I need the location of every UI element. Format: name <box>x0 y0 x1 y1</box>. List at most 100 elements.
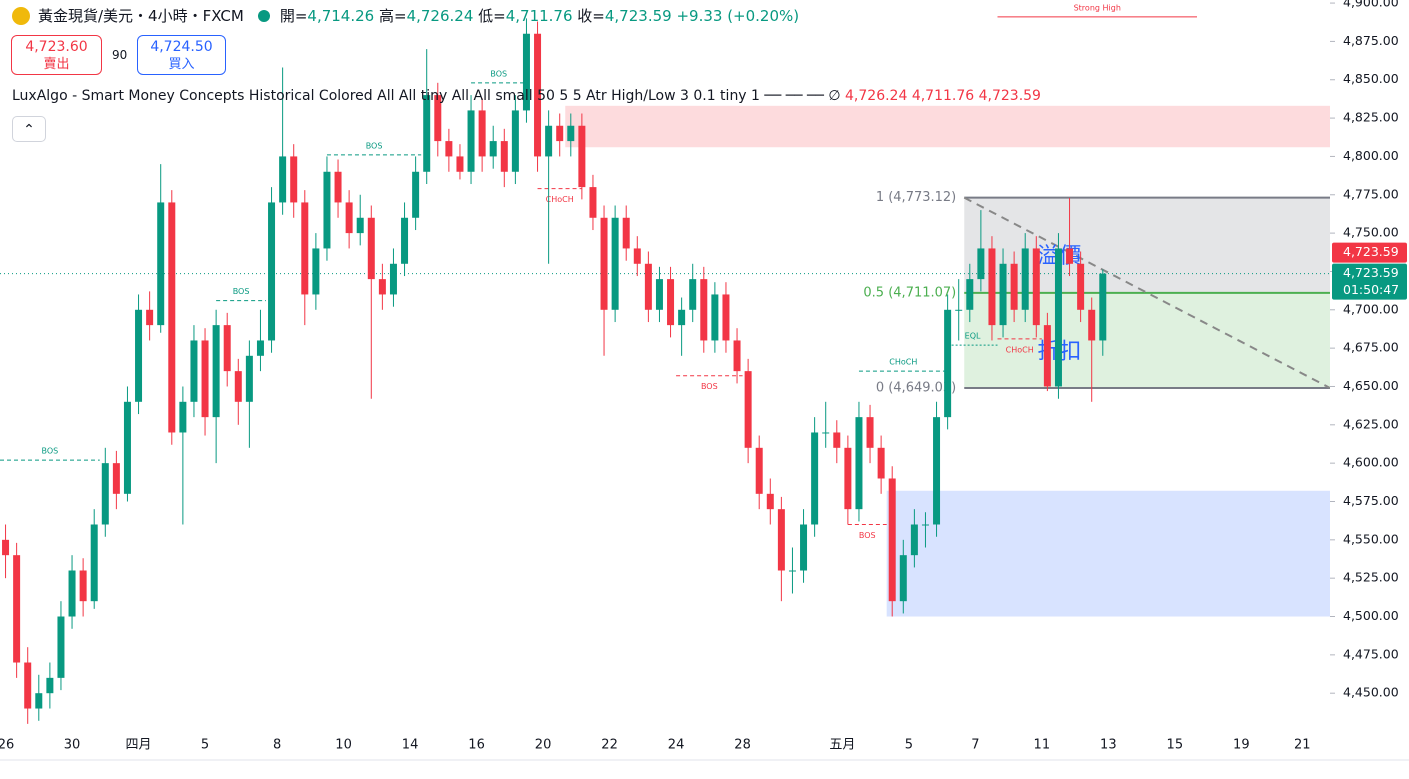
sell-label: 賣出 <box>43 57 70 72</box>
candle-body <box>401 217 409 264</box>
symbol-icon <box>12 6 30 25</box>
candle-body <box>777 509 785 571</box>
candle-body <box>866 417 874 448</box>
candle-body <box>1099 273 1107 341</box>
candle-body <box>212 325 220 418</box>
candle-body <box>234 371 242 402</box>
candle-body <box>988 248 996 326</box>
market-status <box>257 9 270 22</box>
candle-body <box>622 217 630 249</box>
zone <box>886 490 1330 617</box>
y-tick-label: 4,850.00 <box>1343 71 1399 86</box>
structure-label: BOS <box>42 447 59 456</box>
candle-body <box>655 279 663 310</box>
y-tick-label: 4,900.00 <box>1343 0 1399 10</box>
structure-label: EQL <box>965 332 981 341</box>
symbol[interactable]: 黃金現貨/美元・4小時・FXCM <box>38 7 244 25</box>
candle-body <box>700 279 708 341</box>
candle-body <box>999 263 1007 326</box>
x-tick-label: 五月 <box>829 738 855 753</box>
trend-line <box>963 196 1331 389</box>
x-tick-label: 16 <box>468 738 485 753</box>
fib-label: 1 (4,773.12) <box>876 190 956 205</box>
price-tag-label: 4,723.59 <box>1343 244 1399 259</box>
x-tick-label: 24 <box>668 738 685 753</box>
candle-body <box>101 463 109 525</box>
x-tick-label: 28 <box>734 738 751 753</box>
candle-body <box>910 524 918 556</box>
candle-body <box>223 325 231 372</box>
candle-body <box>500 141 508 172</box>
candle-body <box>312 248 320 295</box>
candle-body <box>933 417 941 525</box>
y-tick-label: 4,825.00 <box>1343 110 1399 125</box>
candle-body <box>766 493 774 510</box>
candle-body <box>1077 263 1085 310</box>
candle-body <box>556 125 564 142</box>
candle-body <box>412 171 420 218</box>
collapse-button[interactable]: ⌃ <box>12 116 46 142</box>
y-tick-label: 4,525.00 <box>1343 570 1399 585</box>
y-tick-label: 4,550.00 <box>1343 531 1399 546</box>
buy-label: 買入 <box>168 57 195 72</box>
x-tick-label: 26 <box>0 738 14 753</box>
candle-body <box>279 156 287 203</box>
candle-body <box>1021 248 1029 310</box>
y-tick-label: 4,800.00 <box>1343 148 1399 163</box>
y-tick-label: 4,475.00 <box>1343 646 1399 661</box>
y-tick-label: 4,675.00 <box>1343 340 1399 355</box>
header: 黃金現貨/美元・4小時・FXCM 開= 4,714.26 高= 4,726.24 低… <box>12 5 799 26</box>
x-tick-label: 5 <box>201 738 209 753</box>
candle-body <box>800 524 808 571</box>
x-tick-label: 13 <box>1100 738 1117 753</box>
structure-label: CHoCH <box>889 358 917 367</box>
buy-price: 4,724.50 <box>150 39 213 55</box>
low-label: 低= <box>478 7 506 25</box>
candle-body <box>744 371 752 448</box>
high: 4,726.24 <box>406 6 474 25</box>
discount-zone <box>964 292 1330 388</box>
indicator-text[interactable]: LuxAlgo - Smart Money Concepts Historica… <box>12 88 760 104</box>
candle-body <box>545 125 553 157</box>
candle-body <box>1043 325 1051 387</box>
candle-body <box>201 340 209 418</box>
candle-body <box>888 478 896 602</box>
y-tick-label: 4,775.00 <box>1343 186 1399 201</box>
fib-label: 0 (4,649.03) <box>876 380 956 395</box>
x-tick-label: 15 <box>1167 738 1184 753</box>
candle-body <box>633 248 641 264</box>
candle-body <box>445 141 453 157</box>
indicator-value: 4,711.76 <box>911 88 975 104</box>
candle-body <box>2 539 10 556</box>
indicator-value: 4,726.24 <box>845 88 908 104</box>
candle-body <box>1088 309 1096 341</box>
candle-body <box>367 217 375 280</box>
candle-body <box>733 340 741 372</box>
x-tick-label: 21 <box>1294 738 1311 753</box>
structure-label: BOS <box>366 141 383 150</box>
candle-body <box>1066 248 1074 264</box>
price-axis <box>1330 0 1409 730</box>
structure-label: BOS <box>859 531 876 540</box>
candle-body <box>24 662 32 709</box>
y-tick-label: 4,875.00 <box>1343 33 1399 48</box>
candle-body <box>711 294 719 341</box>
candle-body <box>68 570 76 617</box>
sell-button[interactable]: 4,723.60 賣出 <box>11 35 102 75</box>
x-tick-label: 四月 <box>126 738 152 753</box>
buy-button[interactable]: 4,724.50 買入 <box>137 35 226 75</box>
candle-body <box>489 141 497 157</box>
y-tick-label: 4,600.00 <box>1343 455 1399 470</box>
fib-label: 0.5 (4,711.07) <box>863 285 956 300</box>
x-tick-label: 20 <box>535 738 552 753</box>
zone <box>565 105 1330 148</box>
open-label: 開= <box>279 7 308 25</box>
candle-body <box>689 279 697 310</box>
x-tick-label: 8 <box>273 738 281 753</box>
candle-body <box>157 202 165 326</box>
candle-body <box>135 309 143 402</box>
y-tick-label: 4,700.00 <box>1343 301 1399 316</box>
candle-body <box>611 217 619 310</box>
